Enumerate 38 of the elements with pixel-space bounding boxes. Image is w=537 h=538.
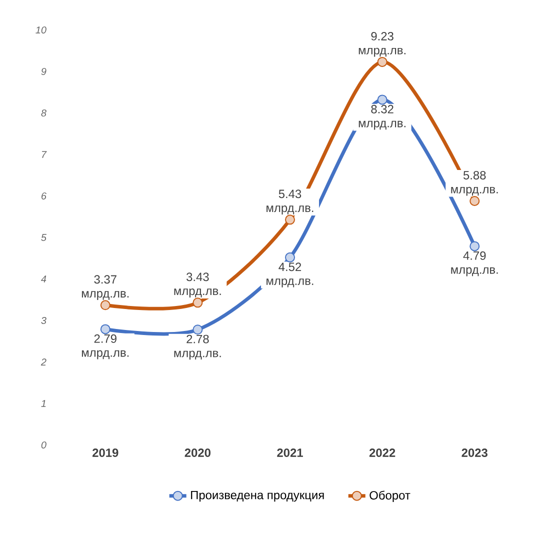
data-label: 8.32 млрд.лв. [358, 104, 406, 130]
y-tick-label: 7 [42, 151, 47, 158]
y-tick-label: 2 [40, 358, 46, 366]
point [377, 56, 388, 67]
data-label: 4.79 млрд.лв. [451, 251, 498, 276]
y-tick-label: 4 [41, 276, 46, 282]
data-label: 3.43 млрд.лв. [174, 272, 221, 298]
data-label: 5.43 млрд.лв. [266, 190, 314, 214]
point [100, 300, 110, 310]
point [192, 324, 203, 335]
point [470, 196, 480, 206]
y-tick-label: 3 [41, 316, 46, 324]
y-tick-label: 5 [41, 234, 46, 241]
y-tick-label: 1 [41, 400, 46, 407]
data-label: 2.79 млрд.лв. [82, 334, 129, 360]
point [377, 94, 388, 105]
x-tick-label: 2019 [92, 448, 118, 457]
point [192, 298, 203, 308]
legend-label: Оборот [370, 490, 410, 502]
y-tick-label: 9 [41, 68, 46, 76]
x-tick-label: 2023 [462, 448, 488, 458]
data-label: 2.78 млрд.лв. [174, 334, 221, 360]
x-tick-label: 2021 [277, 448, 303, 457]
x-tick-label: 2022 [369, 448, 396, 457]
data-label: 4.52 млрд.лв. [266, 262, 314, 288]
data-label: 9.23 млрд.лв. [358, 32, 406, 57]
point [100, 324, 110, 334]
y-tick-label: 8 [41, 109, 46, 117]
data-label: 5.88 млрд.лв. [451, 171, 498, 196]
point [285, 214, 295, 225]
legend-label: Произведена продукция [191, 490, 324, 502]
data-label: 3.37 млрд.лв. [82, 275, 129, 300]
y-tick-label: 6 [42, 192, 46, 200]
y-tick-label: 0 [41, 441, 46, 449]
x-tick-label: 2020 [184, 448, 210, 457]
point [285, 252, 295, 262]
point [470, 241, 480, 252]
y-tick-label: 10 [36, 26, 46, 34]
